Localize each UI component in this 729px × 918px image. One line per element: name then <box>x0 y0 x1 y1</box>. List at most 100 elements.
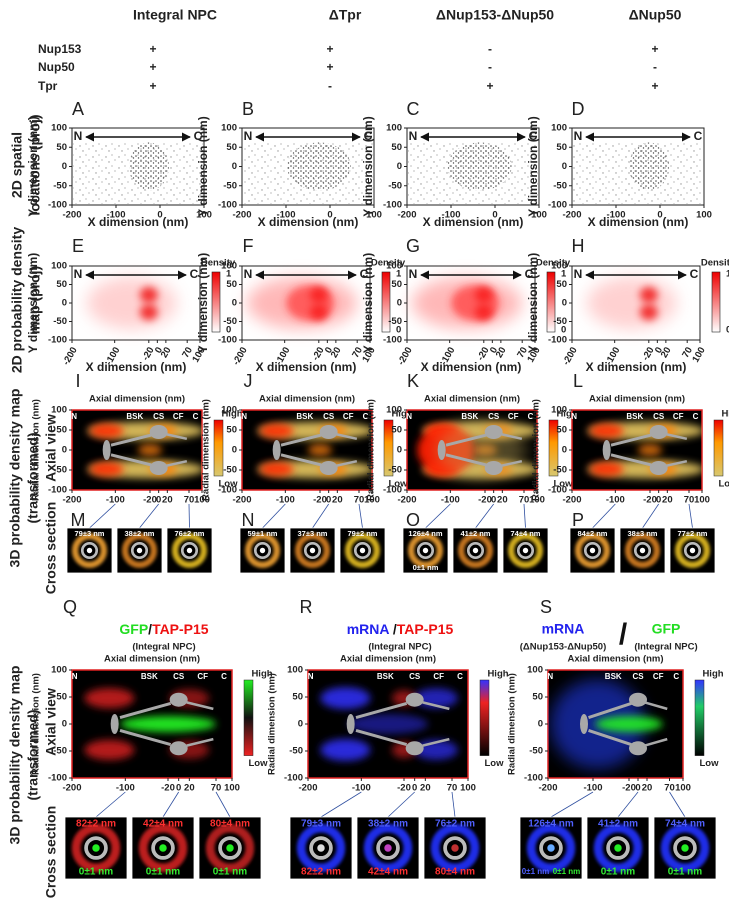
connector <box>550 791 594 818</box>
colorbar <box>383 419 394 477</box>
region-label: CF <box>653 672 664 681</box>
y-axis-label: Y dimension (nm) <box>26 116 40 216</box>
column-header: Integral NPC <box>133 7 217 23</box>
colorbar-min: 0 <box>561 325 566 336</box>
colorbar <box>213 419 224 477</box>
panel-letter: C <box>407 99 420 119</box>
region-label: CF <box>673 412 684 421</box>
y-tick-label: 50 <box>56 425 67 436</box>
x-axis-label: X dimension (nm) <box>258 215 359 229</box>
colorbar-min: 0 <box>396 325 401 336</box>
row-label: Cross section <box>43 806 59 899</box>
x-tick-label: 0 <box>488 345 500 355</box>
y-tick-label: -100 <box>548 200 567 211</box>
cross-ring <box>296 823 346 873</box>
cross-core <box>86 547 93 554</box>
x-tick-label: 70 <box>350 345 365 360</box>
npc-scaffold <box>484 425 503 439</box>
npc-scaffold <box>588 702 632 719</box>
y-tick-label: 50 <box>391 425 402 436</box>
connector <box>95 791 126 818</box>
connector <box>387 791 415 818</box>
cross-scaffold <box>180 541 199 560</box>
cross-ring <box>121 532 158 569</box>
npc-scaffold <box>610 433 653 447</box>
region-label: CS <box>153 412 165 421</box>
density-blob <box>138 444 162 456</box>
diameter-label: 84±2 nm <box>578 529 608 538</box>
region-label: CF <box>508 412 519 421</box>
y-axis-label: Y dimension (nm) <box>196 253 210 353</box>
cross-core <box>136 547 143 554</box>
npc-scaffold <box>422 701 450 711</box>
colorbar-min: Low <box>554 479 574 490</box>
title-part: / <box>393 621 397 637</box>
x-tick-label: -20 <box>143 495 157 506</box>
npc-scaffold <box>334 432 358 441</box>
panel-title: GFP/TAP-P15 <box>119 621 208 637</box>
panel-title: mRNA <box>542 621 585 637</box>
cross-ring <box>660 823 710 873</box>
npc-scaffold <box>346 714 355 734</box>
npc-scaffold <box>110 714 119 734</box>
y-tick-label: 0 <box>232 298 237 309</box>
panel-letter: P <box>572 510 584 530</box>
x-tick-label: 70 <box>515 345 530 360</box>
cross-ring <box>430 823 480 873</box>
colorbar-max: 1 <box>726 269 729 280</box>
cross-ring <box>593 823 643 873</box>
cross-ring <box>244 532 281 569</box>
y-axis-label: Radial dimension (nm) <box>201 399 212 501</box>
x-tick-label: -100 <box>606 495 625 506</box>
diameter-label: 0±1 nm <box>553 867 581 876</box>
x-tick-label: -100 <box>276 210 295 221</box>
y-axis-label: Radial dimension (nm) <box>531 399 542 501</box>
cross-scaffold <box>443 836 467 860</box>
x-tick-label: -200 <box>538 783 557 794</box>
x-tick-label: 100 <box>694 495 710 506</box>
colorbar <box>243 679 254 756</box>
diameter-label: 38±2 nm <box>368 819 408 830</box>
x-tick-label: -200 <box>396 345 415 367</box>
y-tick-label: 0 <box>562 298 567 309</box>
x-tick-label: 100 <box>675 783 691 794</box>
cross-core <box>547 844 555 852</box>
panel-letter: L <box>573 371 583 391</box>
y-tick-label: 100 <box>386 123 402 134</box>
npc-scaffold <box>280 433 323 447</box>
title-part: GFP <box>119 621 148 637</box>
panel-letter: R <box>300 597 313 617</box>
region-label: CS <box>632 672 644 681</box>
y-axis-label: Radial dimension (nm) <box>507 673 518 775</box>
npc-scaffold <box>499 459 523 468</box>
c-label: C <box>194 129 203 143</box>
colorbar-max: High <box>251 669 272 680</box>
npc-scaffold <box>110 433 153 447</box>
x-tick-label: -200 <box>561 345 580 367</box>
panel-subtitle: (Integral NPC) <box>368 642 431 653</box>
diameter-label: 76±2 nm <box>435 819 475 830</box>
diameter-label: 41±2 nm <box>598 819 638 830</box>
panel-letter: Q <box>63 597 77 617</box>
density-blob <box>86 277 177 329</box>
density-blob <box>286 285 335 321</box>
x-tick-label: 70 <box>184 495 195 506</box>
cross-core <box>472 547 479 554</box>
x-tick-label: 0 <box>657 210 662 221</box>
colorbar-max: 1 <box>396 269 402 280</box>
cross-core <box>422 547 429 554</box>
diameter-label: 38±2 nm <box>125 529 155 538</box>
cross-core <box>259 547 266 554</box>
cross-ring <box>205 823 255 873</box>
y-axis-label: Y dimension (nm) <box>361 253 375 353</box>
npc-scaffold <box>588 729 632 746</box>
cross-scaffold <box>303 541 322 560</box>
x-tick-label: -20 <box>478 495 492 506</box>
cross-ring <box>507 532 544 569</box>
y-tick-label: 100 <box>51 405 67 416</box>
density-blob <box>638 444 662 456</box>
x-tick-label: 70 <box>664 783 675 794</box>
panel-title: / <box>619 618 628 651</box>
region-label: C <box>693 412 699 421</box>
panel-letter: I <box>75 371 80 391</box>
